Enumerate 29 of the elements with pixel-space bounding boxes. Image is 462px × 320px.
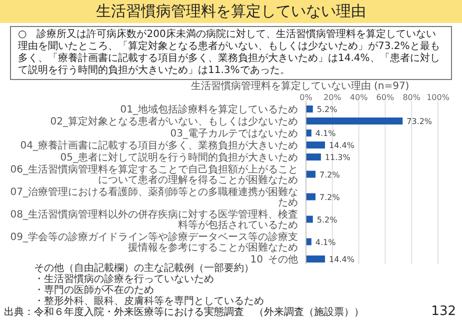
data-label: 73.2% xyxy=(406,117,432,126)
y-tick-label: 03_電子カルテではないため xyxy=(170,128,298,140)
data-label: 7.2% xyxy=(320,170,340,180)
annotation: ・整形外科、眼科、皮膚科等を専門としているため xyxy=(34,296,264,307)
data-label: 14.4% xyxy=(329,141,355,150)
data-label: 7.2% xyxy=(320,192,340,202)
annotation: ○ 診療所又は許可病床数が200床未満の病院に対して、生活習慣病管理料を算定していない理由を聞いたところ、「算定対象となる患者がいない、もしくは少ないため」が73.2%と最も多く、「療養計画書に記載する項目が多く、業務負担が大きいため」は14.4%、「患者に対して説明を行う時間的負担が大きいため」は11.3%であった。 xyxy=(10,26,452,80)
y-tick-label: 01_地域包括診療料を算定しているため xyxy=(120,104,298,116)
y-tick-label: 09_学会等の診療ガイドライン等や診療データベース等の診療支援情報を参考にすることが困難なため xyxy=(10,231,298,254)
chart-subtitle: 生活習慣病管理料を算定していない理由 (n=97) xyxy=(190,80,410,92)
title: 生活習慣病管理料を算定していない理由 xyxy=(0,0,462,23)
annotation: ・生活習慣病の診療を行っていないため xyxy=(34,274,214,285)
data-label: 5.2% xyxy=(316,105,338,114)
y-tick-label: 07_治療管理における看護師、薬剤師等との多職種連携が困難なため xyxy=(10,186,298,208)
y-tick-label: 02_算定対象となる患者がいない、もしくは少ないため xyxy=(50,116,298,128)
data-label: 4.1% xyxy=(315,129,336,138)
y-tick-label: 04_療養計画書に記載する項目が多く、業務負担が大きいため xyxy=(20,140,298,152)
data-label: 5.2% xyxy=(316,215,338,224)
y-tick-label: 08_生活習慣病管理料以外の併存疾病に対する医学管理料、検査料等が包括されているため xyxy=(10,208,298,231)
annotation: 132 xyxy=(431,305,456,319)
y-tick-label: 10_その他 xyxy=(250,254,298,266)
data-label: 11.3% xyxy=(324,153,351,162)
annotation: その他（自由記載欄）の主な記載例（一部要約） xyxy=(34,263,254,274)
data-label: 14.4% xyxy=(329,255,355,264)
y-tick-label: 06_生活習慣病管理料を算定することで自己負担額が上がることについて患者の理解を得ることが困難なため xyxy=(10,164,298,186)
annotation: ・専門の医師が不在のため xyxy=(34,285,154,296)
annotation: 出典：令和６年度入院・外来医療等における実態調査 （外来調査（施設票）） xyxy=(4,307,364,319)
y-tick-label: 05_患者に対して説明を行う時間的負担が大きいため xyxy=(60,152,298,164)
data-label: 4.1% xyxy=(315,238,336,247)
